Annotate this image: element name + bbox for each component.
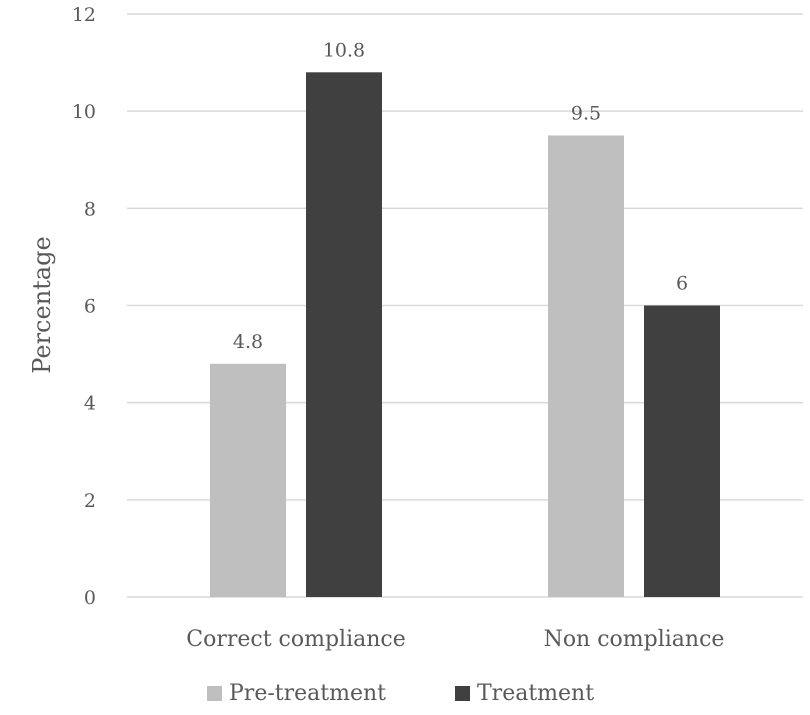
y-tick-label: 6	[84, 296, 96, 318]
y-axis-title: Percentage	[28, 236, 56, 373]
y-tick-label: 12	[72, 4, 96, 26]
data-label: 9.5	[571, 102, 601, 124]
data-label: 4.8	[233, 331, 263, 353]
category-labels: Correct compliance Non compliance	[186, 627, 724, 652]
data-label: 6	[676, 273, 688, 295]
legend: Pre-treatment Treatment	[207, 681, 594, 706]
bars	[210, 72, 720, 598]
data-label: 10.8	[323, 39, 365, 61]
y-tick-label: 2	[84, 490, 96, 512]
legend-swatch	[207, 686, 222, 701]
y-axis-ticks: 0 2 4 6 8 10 12	[72, 4, 96, 609]
y-tick-label: 4	[84, 393, 96, 415]
data-labels: 4.8 10.8 9.5 6	[233, 39, 688, 353]
legend-label: Pre-treatment	[229, 681, 386, 706]
y-tick-label: 8	[84, 198, 96, 220]
category-label: Non compliance	[544, 627, 725, 652]
y-tick-label: 0	[84, 587, 96, 609]
bar-pre-treatment-2	[548, 135, 624, 598]
bar-pre-treatment-1	[210, 363, 286, 597]
legend-swatch	[455, 686, 470, 701]
legend-label: Treatment	[477, 681, 594, 706]
bar-treatment-2	[644, 305, 720, 597]
y-tick-label: 10	[72, 101, 96, 123]
category-label: Correct compliance	[186, 627, 406, 652]
bar-treatment-1	[306, 72, 382, 598]
